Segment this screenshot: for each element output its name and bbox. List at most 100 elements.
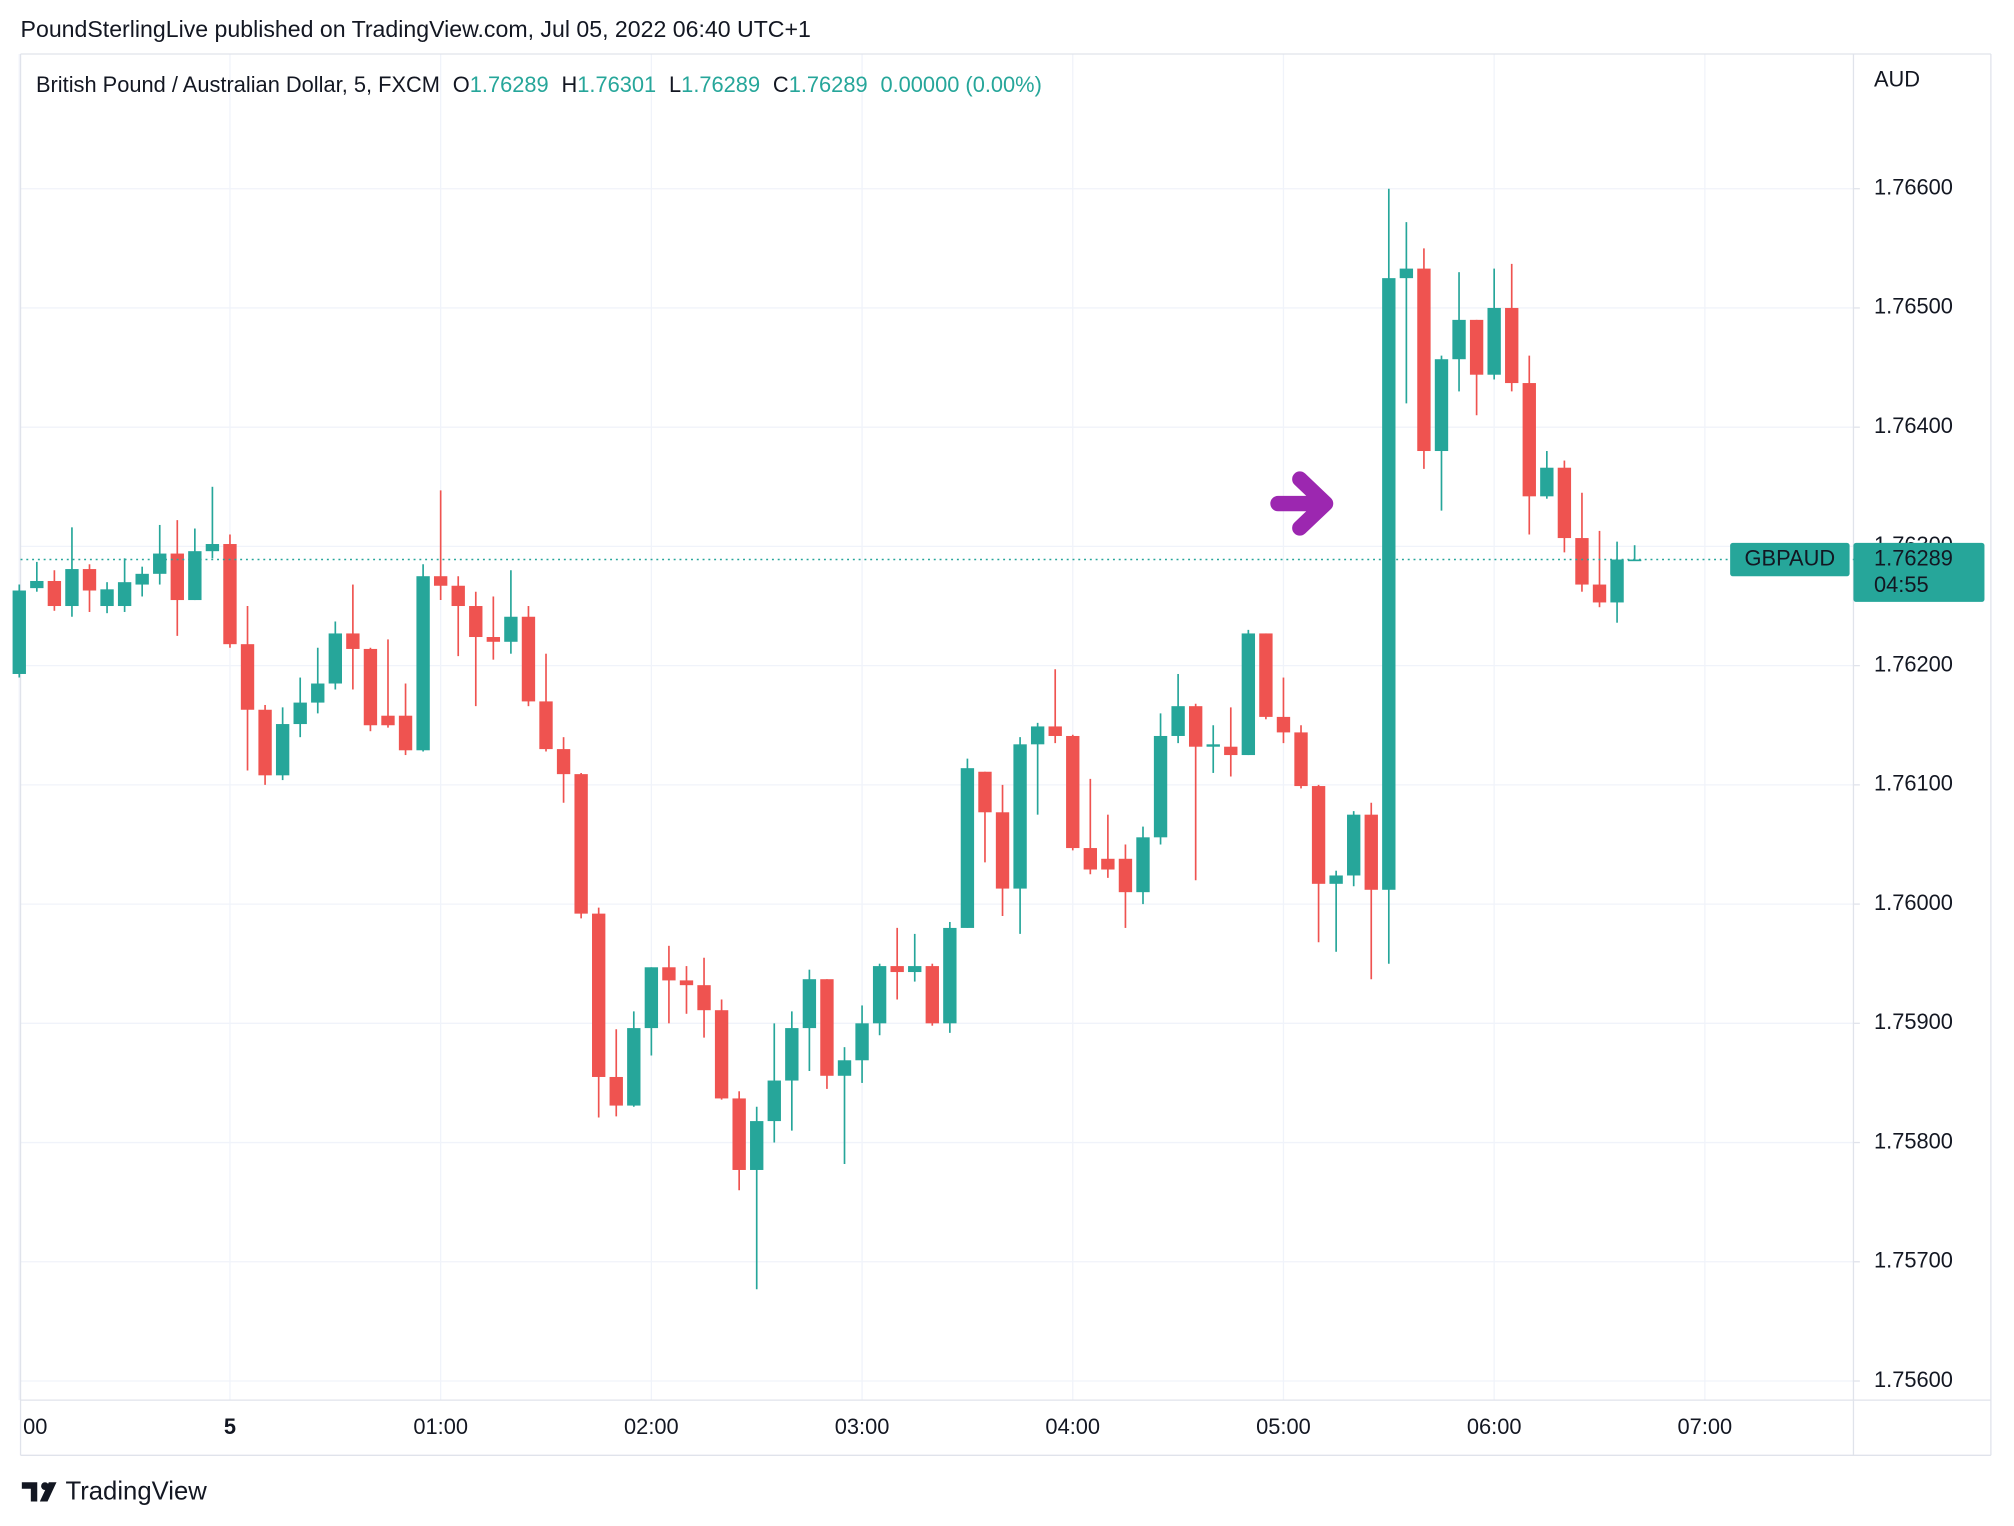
candle-body [504, 616, 518, 642]
candle-body [802, 979, 817, 1029]
candle-body [644, 967, 659, 1029]
candle-body [1627, 559, 1642, 562]
candle-body [328, 633, 342, 684]
ohlc-label: H [562, 72, 578, 97]
x-tick-label: 06:00 [1467, 1414, 1522, 1439]
candle-body [82, 569, 97, 591]
x-tick-label: 00 [23, 1414, 47, 1439]
ohlc-value: 1.76289 [789, 72, 868, 97]
x-tick-label: 01:00 [413, 1414, 468, 1439]
candle-body [100, 589, 114, 607]
candle-body [117, 582, 132, 607]
candle-body [837, 1060, 852, 1076]
candle-body [872, 966, 887, 1024]
candle-body [1206, 744, 1220, 747]
candle-body [1399, 268, 1414, 279]
candle-body [258, 709, 272, 776]
ohlc-value: 1.76301 [577, 72, 656, 97]
ohlc-value: 1.76289 [470, 72, 549, 97]
candle-body [1153, 735, 1168, 838]
candle-body [1540, 467, 1554, 497]
candle-body [750, 1121, 764, 1170]
candle-body [767, 1080, 781, 1122]
overlay: British Pound / Australian Dollar, 5, FX… [20, 72, 1985, 1439]
x-tick-label: 03:00 [835, 1414, 890, 1439]
candle-body [995, 812, 1010, 889]
x-tick-label: 02:00 [624, 1414, 679, 1439]
candle-body [1276, 716, 1291, 733]
candle-body [1241, 633, 1256, 756]
candle-body [820, 979, 834, 1076]
candle-body [1487, 307, 1501, 375]
candle-body [697, 985, 711, 1011]
candle-body [469, 606, 483, 638]
candle-body [1066, 735, 1080, 849]
candle-body [908, 966, 922, 973]
candle-body [188, 551, 202, 601]
x-tick-label: 07:00 [1678, 1414, 1733, 1439]
symbol-tag-box [1730, 542, 1850, 577]
candle-body [662, 967, 676, 981]
price-label: 1.76289 [1874, 545, 1953, 570]
candles [12, 188, 1642, 1290]
y-tick-label: 1.76000 [1874, 890, 1953, 915]
x-tick-label: 04:00 [1045, 1414, 1100, 1439]
candle-body [346, 633, 360, 649]
candle-body [311, 683, 325, 703]
candle-body [1434, 359, 1449, 452]
brand: TradingView [66, 1477, 208, 1505]
candle-body [1083, 848, 1098, 870]
candle-body [451, 585, 465, 607]
countdown: 04:55 [1874, 572, 1929, 597]
symbol-tag: GBPAUD [1745, 545, 1836, 570]
candle-body [1575, 538, 1589, 585]
y-tick-label: 1.75700 [1874, 1248, 1953, 1273]
candle-body [398, 715, 413, 751]
candle-body [714, 1010, 729, 1099]
candle-body [521, 616, 536, 702]
currency-label: AUD [1874, 67, 1920, 92]
candle-body [785, 1028, 799, 1081]
y-tick-label: 1.76100 [1874, 771, 1953, 796]
candle-body [30, 580, 44, 589]
candle-body [925, 966, 939, 1024]
candle-body [1311, 786, 1326, 884]
candle-body [433, 576, 448, 586]
annotation-arrow [1270, 471, 1334, 536]
candle-body [1013, 744, 1027, 889]
candle-body [153, 553, 167, 574]
candle-body [486, 637, 501, 642]
candle-body [1294, 732, 1308, 787]
candle-body [416, 576, 430, 751]
candle-body [1171, 706, 1185, 736]
candle-body [223, 544, 237, 645]
candle-body [1522, 383, 1536, 497]
candle-body [943, 927, 957, 1024]
candle-body [1592, 584, 1607, 603]
candle-body [574, 774, 588, 914]
candle-body [1469, 319, 1484, 375]
ohlc-label: C [773, 72, 789, 97]
candle-body [855, 1023, 869, 1061]
candle-body [1259, 633, 1273, 717]
candle-body [679, 980, 694, 986]
legend: British Pound / Australian Dollar, 5, FX… [36, 72, 1042, 97]
candle-body [609, 1076, 623, 1106]
candle-body [1048, 726, 1062, 736]
ohlc-value: 1.76289 [681, 72, 760, 97]
candle-body [978, 771, 992, 813]
candle-body [381, 715, 395, 726]
candle-body [65, 569, 79, 607]
candle-body [1610, 559, 1624, 603]
candle-body [1136, 837, 1150, 893]
tradingview-logo: TradingView [21, 1477, 208, 1505]
candle-body [205, 544, 220, 552]
candle-body [1030, 726, 1045, 745]
candle-body [627, 1028, 641, 1106]
candle-body [135, 573, 149, 585]
ohlc-label: L [669, 72, 681, 97]
candle-body [240, 644, 255, 710]
x-tick-label: 5 [224, 1414, 236, 1439]
candle-body [1224, 746, 1238, 756]
